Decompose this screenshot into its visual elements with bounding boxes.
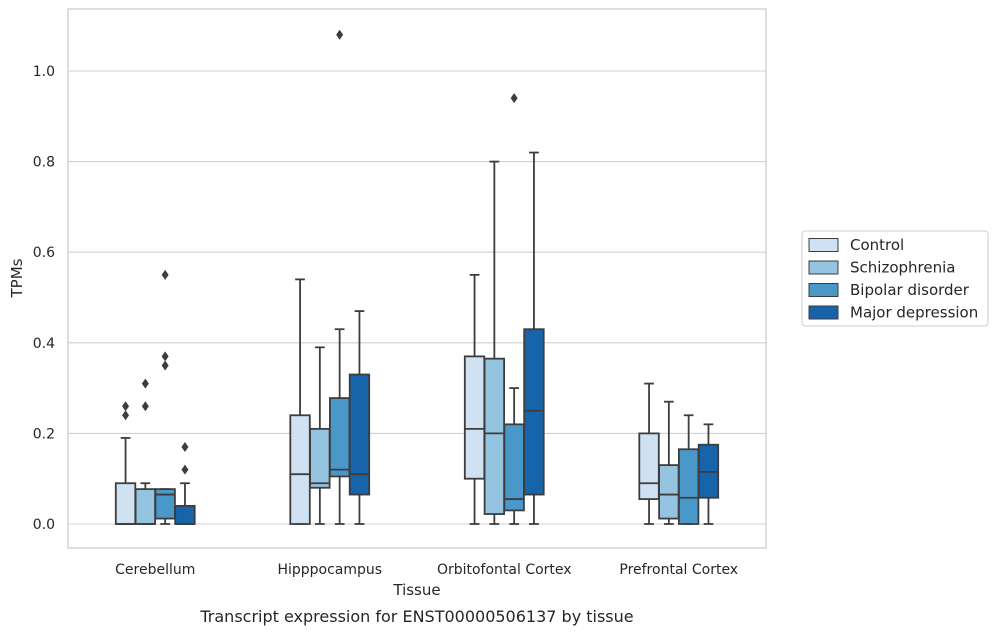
legend-label: Schizophrenia (850, 259, 955, 277)
x-tick-label: Hipppocampus (277, 562, 382, 578)
iqr-box (134, 488, 157, 525)
box-major-depression (174, 441, 196, 525)
plot-area-frame (67, 8, 767, 549)
x-tick-label: Cerebellum (115, 562, 195, 578)
iqr-box (503, 423, 525, 512)
box-bipolar-disorder (154, 269, 176, 525)
iqr-box (289, 414, 311, 525)
iqr-box (348, 373, 371, 496)
outlier-point (336, 29, 344, 40)
legend-label: Bipolar disorder (850, 281, 970, 299)
x-tick-label: Prefrontal Cortex (619, 562, 738, 578)
box-bipolar-disorder (678, 414, 700, 525)
outlier-point (141, 378, 149, 389)
x-tick-labels: Cerebellum Hipppocampus Orbitofontal Corte… (115, 562, 738, 578)
iqr-box (483, 357, 506, 515)
iqr-box (174, 504, 196, 525)
iqr-box (638, 432, 660, 500)
box-major-depression (348, 310, 371, 525)
outlier-point (510, 93, 518, 104)
y-tick-label: 1.0 (33, 64, 55, 80)
box-control (289, 278, 311, 525)
box-bipolar-disorder (328, 29, 351, 525)
x-axis-title: Tissue (392, 581, 440, 599)
legend-frame (801, 230, 989, 327)
box-control (114, 401, 137, 525)
legend-swatch (808, 283, 839, 297)
y-tick-labels: 0.0 0.2 0.4 0.6 0.8 1.0 (33, 64, 55, 533)
x-tick-label: Orbitofontal Cortex (437, 562, 572, 578)
box-bipolar-disorder (503, 93, 525, 525)
chart-title: Transcript expression for ENST0000050613… (199, 607, 633, 626)
boxes (114, 29, 720, 525)
legend-swatch (808, 260, 839, 275)
y-tick-label: 0.4 (33, 336, 55, 352)
box-control (463, 273, 486, 525)
y-axis-title: TPMs (8, 258, 26, 298)
box-schizophrenia (309, 346, 331, 525)
y-tick-label: 0.2 (33, 426, 55, 442)
iqr-box (309, 427, 331, 489)
legend-swatch (808, 238, 839, 252)
y-tick-label: 0.8 (33, 155, 55, 171)
legend-swatch (808, 305, 839, 320)
iqr-box (678, 448, 700, 525)
y-tick-label: 0.0 (33, 517, 55, 533)
iqr-box (154, 488, 176, 520)
grid-lines (68, 70, 766, 525)
legend: Control Schizophrenia Bipolar disorder Majo… (801, 230, 989, 327)
outlier-point (181, 441, 189, 452)
legend-label: Major depression (850, 304, 978, 322)
outlier-point (122, 401, 130, 412)
outlier-point (161, 269, 169, 280)
iqr-box (658, 464, 680, 520)
outlier-point (181, 464, 189, 475)
iqr-box (114, 482, 137, 525)
box-schizophrenia (134, 378, 157, 525)
iqr-box (523, 328, 545, 496)
outlier-point (161, 351, 169, 362)
iqr-box (463, 355, 486, 480)
outlier-point (141, 401, 149, 412)
box-schizophrenia (658, 400, 680, 525)
box-major-depression (697, 423, 720, 525)
iqr-box (328, 397, 351, 478)
box-major-depression (523, 151, 545, 525)
y-tick-label: 0.6 (33, 245, 55, 261)
legend-label: Control (850, 236, 904, 254)
outlier-point (161, 360, 169, 371)
outlier-point (122, 410, 130, 421)
box-control (638, 382, 660, 525)
